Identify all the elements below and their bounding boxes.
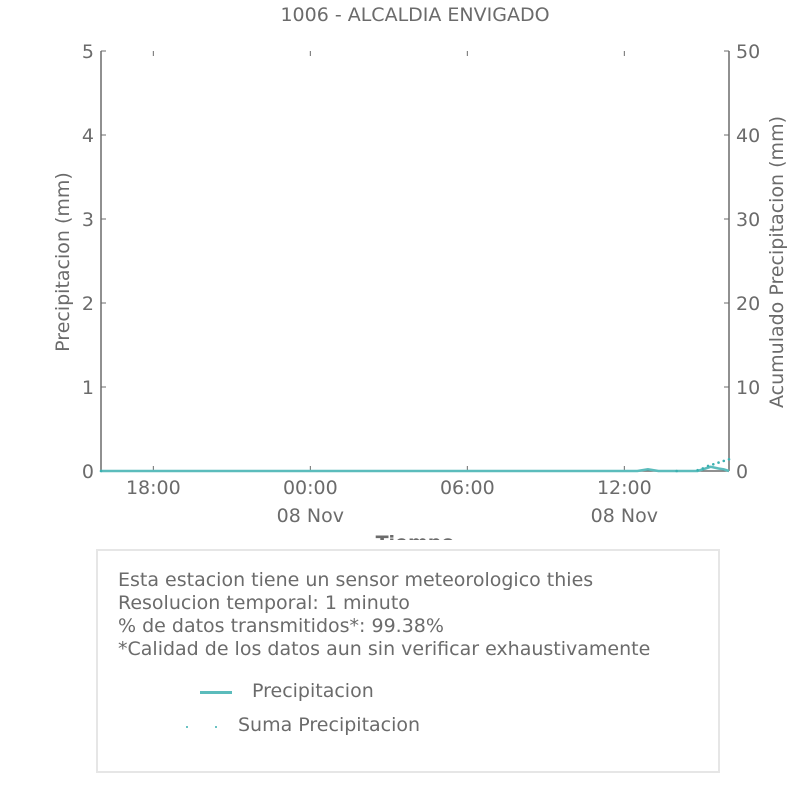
chart-title: 1006 - ALCALDIA ENVIGADO bbox=[280, 4, 549, 26]
legend-line-swatch bbox=[200, 691, 232, 694]
y-right-tick-label: 0 bbox=[736, 461, 748, 483]
y-right-tick-label: 50 bbox=[736, 41, 760, 63]
x-tick-date-label: 08 Nov bbox=[591, 505, 658, 527]
legend-dot-swatch bbox=[186, 726, 188, 728]
series-point-suma bbox=[706, 464, 710, 468]
y-tick-label: 5 bbox=[82, 41, 94, 63]
y-axis-right-label: Acumulado Precipitacion (mm) bbox=[766, 116, 788, 408]
series-layer bbox=[99, 457, 731, 473]
y-tick-label: 1 bbox=[82, 377, 94, 399]
info-transmitted-text: % de datos transmitidos*: 99.38% bbox=[118, 615, 444, 637]
x-tick-label: 00:00 bbox=[283, 477, 338, 499]
info-box: Esta estacion tiene un sensor meteorolog… bbox=[96, 549, 720, 773]
y-tick-label: 4 bbox=[82, 125, 94, 147]
legend-label-suma: Suma Precipitacion bbox=[238, 714, 421, 736]
series-line-precipitacion bbox=[101, 465, 730, 473]
series-point-suma bbox=[717, 461, 720, 464]
x-tick-label: 12:00 bbox=[597, 477, 652, 499]
legend-label-precipitacion: Precipitacion bbox=[252, 680, 374, 702]
y-right-tick-label: 10 bbox=[736, 377, 760, 399]
series-point-suma bbox=[722, 459, 726, 463]
legend-dot-swatch bbox=[215, 726, 217, 728]
series-point-suma bbox=[696, 468, 699, 472]
info-quality-note: *Calidad de los datos aun sin verificar … bbox=[118, 638, 651, 660]
x-tick-label: 06:00 bbox=[440, 477, 495, 499]
x-tick-label: 18:00 bbox=[126, 477, 181, 499]
series-point-suma bbox=[99, 469, 103, 473]
y-tick-label: 0 bbox=[82, 461, 94, 483]
y-tick-label: 2 bbox=[82, 293, 94, 315]
info-resolution-text: Resolucion temporal: 1 minuto bbox=[118, 592, 410, 614]
y-right-tick-label: 30 bbox=[736, 209, 760, 231]
x-axis-label: Tiempo bbox=[376, 532, 455, 540]
series-point-suma bbox=[712, 462, 715, 466]
series-point-suma bbox=[701, 467, 705, 470]
info-sensor-text: Esta estacion tiene un sensor meteorolog… bbox=[118, 569, 594, 591]
precipitation-chart: 1006 - ALCALDIA ENVIGADO 012345010203040… bbox=[52, 4, 788, 540]
series-point-suma bbox=[727, 457, 731, 461]
y-tick-label: 3 bbox=[82, 209, 94, 231]
series-point-suma bbox=[675, 469, 678, 473]
y-right-tick-label: 20 bbox=[736, 293, 760, 315]
y-axis-label: Precipitacion (mm) bbox=[52, 172, 74, 352]
y-right-tick-label: 40 bbox=[736, 125, 760, 147]
x-tick-date-label: 08 Nov bbox=[277, 505, 344, 527]
